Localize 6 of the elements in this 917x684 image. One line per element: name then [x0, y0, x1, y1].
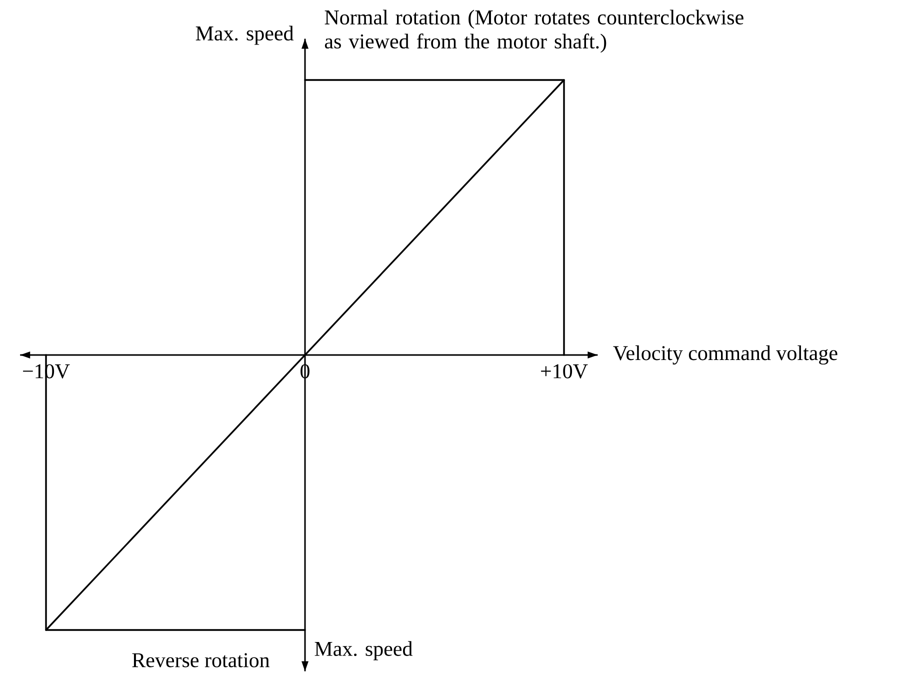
x-tick-label: +10V — [541, 364, 588, 378]
x-axis-title: Velocity command voltage — [613, 345, 838, 365]
text: Normal rotation (Motor rotates counterclockwise as viewed from the motor shaft.) — [324, 10, 744, 53]
annotation: Max. speed — [314, 641, 412, 660]
annotation: Max. speed — [196, 26, 294, 45]
text: Reverse rotation — [132, 653, 270, 668]
